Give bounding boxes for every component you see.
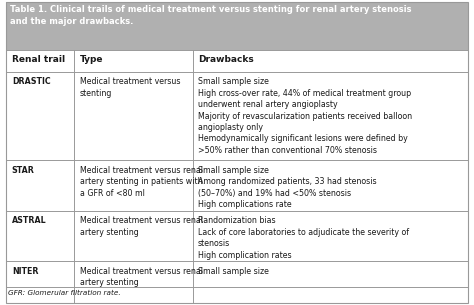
Text: Medical treatment versus renal
artery stenting in patients with
a GFR of <80 ml: Medical treatment versus renal artery st… [80,166,203,198]
Text: Small sample size
Among randomized patients, 33 had stenosis
(50–70%) and 19% ha: Small sample size Among randomized patie… [198,166,376,209]
Text: Randomization bias
Lack of core laboratories to adjudicate the severity of
steno: Randomization bias Lack of core laborato… [198,216,409,260]
Text: NITER: NITER [12,267,38,276]
Text: Renal trail: Renal trail [12,55,65,64]
Text: Drawbacks: Drawbacks [198,55,254,64]
Text: Table 1. Clinical trails of medical treatment versus stenting for renal artery s: Table 1. Clinical trails of medical trea… [10,5,412,26]
Text: STAR: STAR [12,166,35,175]
Text: Type: Type [80,55,103,64]
Text: DRASTIC: DRASTIC [12,77,50,86]
Bar [6,2,468,50]
Text: Medical treatment versus renal
artery stenting: Medical treatment versus renal artery st… [80,216,203,237]
Text: Medical treatment versus renal
artery stenting: Medical treatment versus renal artery st… [80,267,203,287]
Text: GFR: Glomerular filtration rate.: GFR: Glomerular filtration rate. [8,290,121,296]
Text: Small sample size
High cross-over rate, 44% of medical treatment group
underwent: Small sample size High cross-over rate, … [198,77,412,155]
Text: Medical treatment versus
stenting: Medical treatment versus stenting [80,77,180,98]
Text: ASTRAL: ASTRAL [12,216,46,225]
Text: Small sample size: Small sample size [198,267,269,276]
